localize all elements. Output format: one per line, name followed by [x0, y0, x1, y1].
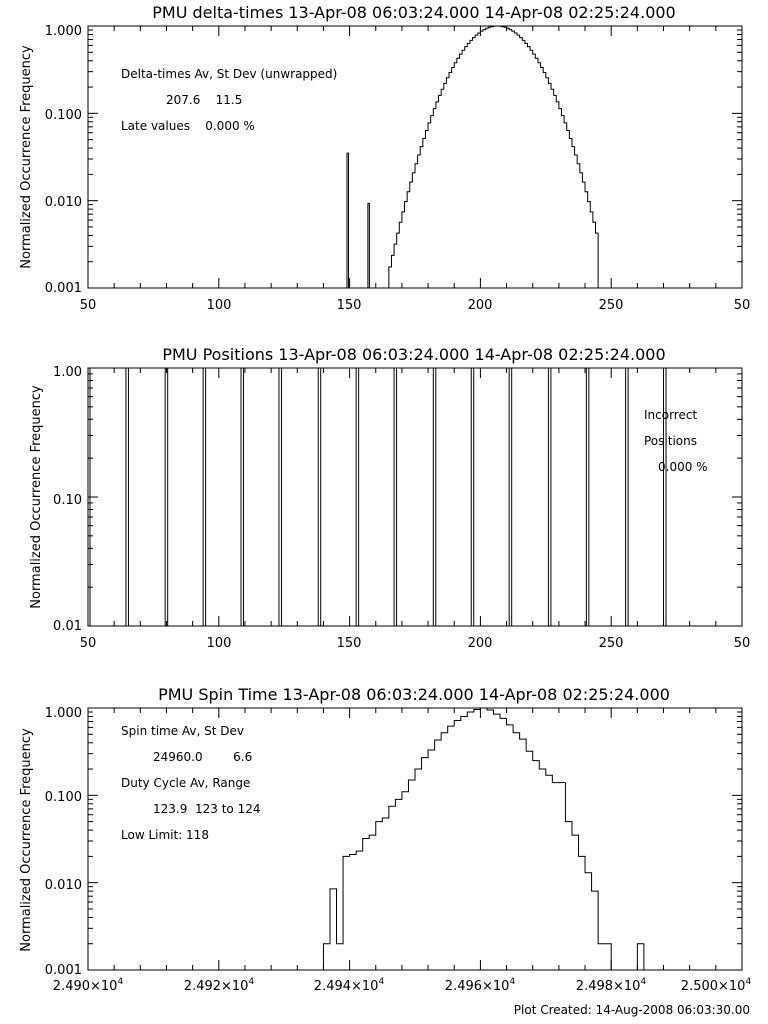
panel-delta-times: PMU delta-times 13-Apr-08 06:03:24.000 1…: [19, 3, 750, 313]
x-tick-labels-positions: 50 100 150 200 250 50: [80, 636, 751, 651]
annotation-line: 207.6 11.5: [166, 93, 242, 107]
y-tick-labels-delta-times: 0.001 0.010 0.100 1.000: [45, 24, 82, 296]
x-tick-label: 2.492×104: [184, 977, 255, 994]
plot-frame-positions: [87, 367, 743, 627]
x-tick-label: 100: [207, 636, 232, 651]
y-tick-label: 0.100: [45, 108, 82, 123]
x-tick-label: 50: [734, 298, 751, 313]
panel-spin-time: PMU Spin Time 13-Apr-08 06:03:24.000 14-…: [19, 685, 751, 994]
x-tick-label: 50: [80, 298, 97, 313]
histogram-curve-spin-time: [322, 707, 651, 971]
x-tick-label: 200: [468, 636, 493, 651]
x-tick-label: 250: [599, 298, 624, 313]
x-tick-label: 50: [80, 636, 97, 651]
annotation-line: Incorrect: [644, 408, 697, 422]
x-tick-label: 50: [734, 636, 751, 651]
y-axis-label-spin-time: Normalized Occurrence Frequency: [19, 728, 34, 952]
y-tick-label: 0.001: [45, 963, 82, 978]
position-bars: [89, 368, 667, 626]
annotation-line: Late values 0.000 %: [121, 119, 255, 133]
x-tick-label: 200: [468, 298, 493, 313]
plot-frame-delta-times: [87, 25, 743, 289]
x-tick-label: 150: [337, 298, 362, 313]
x-tick-label: 250: [599, 636, 624, 651]
panel-positions: PMU Positions 13-Apr-08 06:03:24.000 14-…: [29, 345, 750, 651]
x-tick-label: 2.490×104: [53, 977, 124, 994]
annotation-line: Positions: [644, 434, 697, 448]
annotation-line: 24960.0 6.6: [153, 750, 252, 764]
x-tick-label: 2.496×104: [445, 977, 516, 994]
annotation-line: Spin time Av, St Dev: [121, 724, 244, 738]
y-tick-label: 1.000: [45, 24, 82, 39]
y-tick-label: 0.01: [53, 619, 82, 634]
annotation-line: 0.000 %: [658, 460, 708, 474]
annotation-line: Delta-times Av, St Dev (unwrapped): [121, 67, 337, 81]
histogram-curve-delta-times: [346, 25, 599, 288]
x-tick-labels-delta-times: 50 100 150 200 250 50: [80, 298, 751, 313]
y-tick-label: 1.000: [45, 706, 82, 721]
y-tick-label: 0.10: [53, 493, 82, 508]
y-tick-label: 0.001: [45, 281, 82, 296]
y-axis-label-positions: Normalized Occurrence Frequency: [29, 385, 44, 609]
stats-annotation-positions: Incorrect Positions 0.000 %: [644, 408, 708, 474]
axis-ticks-spin-time: [87, 707, 743, 971]
chart-title-delta-times: PMU delta-times 13-Apr-08 06:03:24.000 1…: [152, 3, 675, 22]
axis-ticks-delta-times: [87, 25, 743, 289]
plot-frame-spin-time: [87, 707, 743, 971]
chart-title-positions: PMU Positions 13-Apr-08 06:03:24.000 14-…: [162, 345, 665, 364]
x-tick-label: 2.498×104: [576, 977, 647, 994]
y-axis-label-delta-times: Normalized Occurrence Frequency: [19, 45, 34, 269]
y-tick-label: 1.00: [53, 365, 82, 380]
x-tick-label: 2.500×104: [681, 977, 752, 994]
y-tick-labels-spin-time: 0.001 0.010 0.100 1.000: [45, 706, 82, 978]
x-tick-labels-spin-time: 2.490×104 2.492×104 2.494×104 2.496×104 …: [53, 977, 752, 994]
y-tick-labels-positions: 0.01 0.10 1.00: [53, 365, 82, 634]
y-tick-label: 0.010: [45, 195, 82, 210]
annotation-line: Duty Cycle Av, Range: [121, 776, 250, 790]
annotation-line: Low Limit: 118: [121, 828, 209, 842]
y-tick-label: 0.100: [45, 790, 82, 805]
stats-annotation-delta-times: Delta-times Av, St Dev (unwrapped) 207.6…: [121, 67, 337, 133]
y-tick-label: 0.010: [45, 878, 82, 893]
x-tick-label: 2.494×104: [314, 977, 385, 994]
plot-created-footer: Plot Created: 14-Aug-2008 06:03:30.00: [514, 1003, 750, 1017]
chart-title-spin-time: PMU Spin Time 13-Apr-08 06:03:24.000 14-…: [158, 685, 670, 704]
axis-ticks-positions: [87, 367, 743, 627]
stats-annotation-spin-time: Spin time Av, St Dev 24960.0 6.6 Duty Cy…: [121, 724, 260, 842]
x-tick-label: 150: [337, 636, 362, 651]
annotation-line: 123.9 123 to 124: [153, 802, 260, 816]
x-tick-label: 100: [207, 298, 232, 313]
